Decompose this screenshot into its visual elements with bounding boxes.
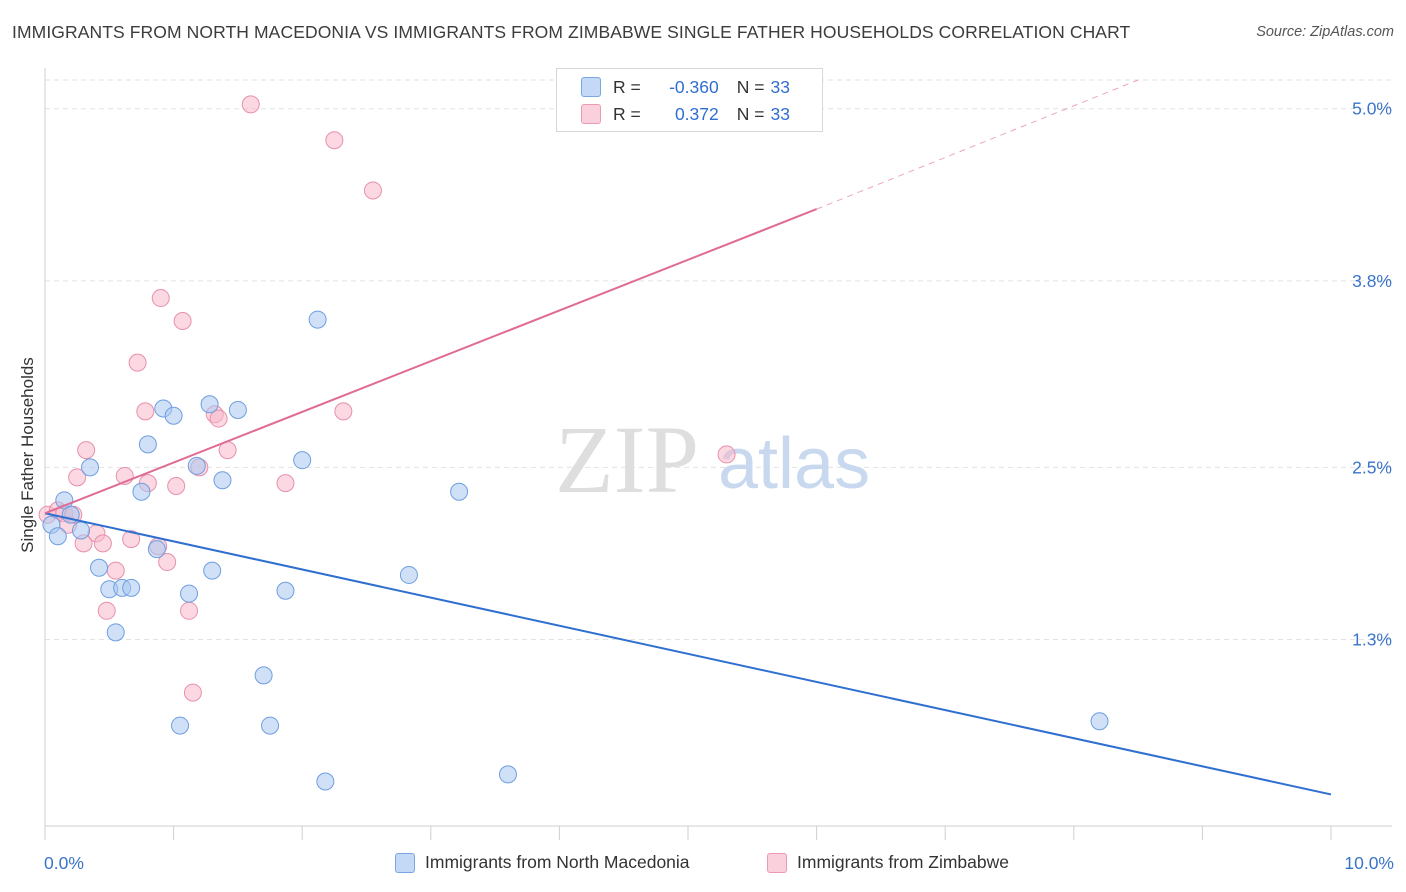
bottom-legend: Immigrants from North Macedonia Immigran… [0,852,1406,878]
data-point-zimbabwe [183,683,202,702]
data-point-north-macedonia [399,565,418,584]
legend-swatch-blue [395,852,415,873]
data-point-north-macedonia [308,310,327,329]
data-point-zimbabwe [128,353,147,372]
data-point-zimbabwe [180,601,199,620]
data-point-zimbabwe [136,402,155,421]
x-tick-label: 10.0% [1344,853,1394,873]
data-point-north-macedonia [132,482,151,501]
stats-n-label: N = [736,103,765,124]
legend-item-north-macedonia[interactable]: Immigrants from North Macedonia [395,852,690,873]
series-north-macedonia-points [42,310,1109,791]
stats-row-zimbabwe: R = 0.372 N = 33 [581,101,790,127]
stats-r-value: 0.372 [674,103,719,124]
stats-n-value: 33 [770,76,790,97]
data-point-zimbabwe [158,553,177,572]
data-point-north-macedonia [122,578,141,597]
data-point-north-macedonia [261,716,280,735]
y-axis-label: Single Father Households [18,357,37,553]
data-point-north-macedonia [171,716,190,735]
data-point-zimbabwe [167,476,186,495]
grid-lines [45,79,1392,640]
data-point-north-macedonia [1090,712,1109,731]
data-point-zimbabwe [68,468,87,487]
data-point-north-macedonia [316,772,335,791]
data-point-north-macedonia [81,458,100,477]
stats-n-value: 33 [770,103,790,124]
data-point-north-macedonia [450,482,469,501]
trend-lines [44,79,1332,796]
data-point-zimbabwe [325,131,344,150]
stats-swatch-blue [581,77,601,97]
data-point-north-macedonia [228,400,247,419]
data-point-north-macedonia [187,456,206,475]
series-zimbabwe-points [38,95,736,702]
data-point-north-macedonia [106,623,125,642]
stats-r-label: R = [613,103,641,124]
stats-row-north-macedonia: R = -0.360 N = 33 [581,74,790,100]
data-point-north-macedonia [276,581,295,600]
trend-line-zimbabwe [44,208,817,515]
data-point-zimbabwe [363,181,382,200]
data-point-zimbabwe [122,530,141,549]
data-point-north-macedonia [90,558,109,577]
stats-n-label: N = [736,76,765,97]
y-tick-label: 2.5% [1352,457,1392,477]
chart-title: IMMIGRANTS FROM NORTH MACEDONIA VS IMMIG… [12,22,1131,42]
data-point-north-macedonia [200,395,219,414]
data-point-north-macedonia [72,521,91,540]
legend-item-zimbabwe[interactable]: Immigrants from Zimbabwe [767,852,1009,873]
data-point-zimbabwe [276,474,295,493]
data-point-north-macedonia [147,540,166,559]
data-point-north-macedonia [180,584,199,603]
data-point-zimbabwe [209,409,228,428]
tick-labels: 1.3% 2.5% 3.8% 5.0% 0.0% 10.0% [44,99,1394,873]
watermark-atlas: atlas [718,424,870,504]
watermark: ZIP atlas [555,406,870,513]
y-tick-label: 5.0% [1352,99,1392,119]
data-point-north-macedonia [164,406,183,425]
stats-r-value: -0.360 [669,76,719,97]
stats-swatch-pink [581,104,601,124]
stats-legend: R = -0.360 N = 33 R = 0.372 N = 33 [556,68,823,132]
source-label: Source: ZipAtlas.com [1256,24,1394,40]
data-point-zimbabwe [717,445,736,464]
data-point-zimbabwe [106,561,125,580]
y-tick-label: 3.8% [1352,271,1392,291]
data-point-zimbabwe [334,402,353,421]
axes [44,68,1392,840]
data-point-zimbabwe [93,534,112,553]
legend-label-zimbabwe: Immigrants from Zimbabwe [797,852,1009,872]
trend-line-north-macedonia [44,512,1332,796]
data-point-north-macedonia [213,471,232,490]
legend-swatch-pink [767,852,787,873]
stats-r-label: R = [613,76,641,97]
data-point-north-macedonia [48,527,67,546]
data-point-north-macedonia [203,561,222,580]
data-point-zimbabwe [173,312,192,331]
data-point-zimbabwe [241,95,260,114]
watermark-zip: ZIP [555,406,699,513]
data-point-zimbabwe [151,289,170,308]
data-point-zimbabwe [77,441,96,460]
legend-label-north-macedonia: Immigrants from North Macedonia [425,852,690,872]
data-point-north-macedonia [498,765,517,784]
trend-line-zimbabwe-extension [816,79,1139,210]
y-tick-label: 1.3% [1352,630,1392,650]
data-point-north-macedonia [138,435,157,454]
data-point-north-macedonia [293,451,312,470]
data-point-zimbabwe [97,601,116,620]
data-point-north-macedonia [254,666,273,685]
x-tick-label: 0.0% [44,853,84,873]
